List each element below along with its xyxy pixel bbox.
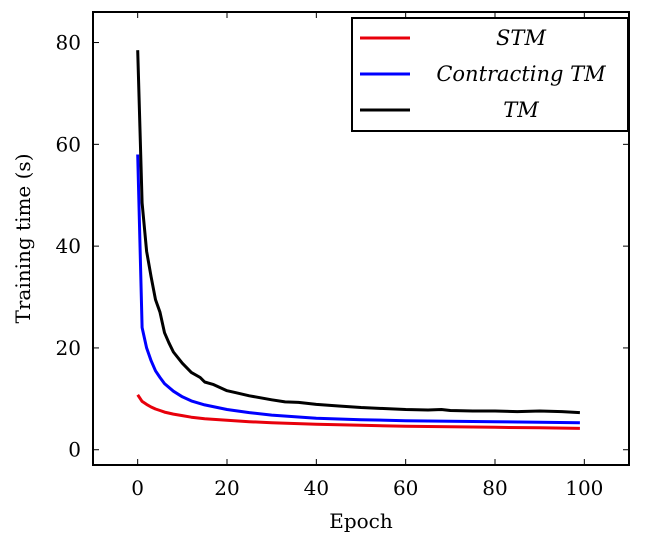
x-tick-label: 100: [565, 476, 603, 500]
x-tick-label: 0: [131, 476, 144, 500]
x-tick-label: 80: [482, 476, 507, 500]
legend-label: Contracting TM: [436, 62, 606, 86]
x-ticks: 0 20 40 60 80 100: [131, 12, 603, 500]
y-tick-label: 40: [56, 234, 81, 258]
series-line-tm: [136, 50, 580, 415]
y-tick-label: 80: [56, 31, 81, 55]
series-line-contracting-tm: [136, 154, 580, 425]
legend-label: TM: [503, 98, 539, 122]
legend: STM Contracting TM TM: [351, 17, 629, 132]
y-tick-label: 20: [56, 336, 81, 360]
y-tick-label: 0: [68, 438, 81, 462]
y-ticks: 0 20 40 60 80: [56, 31, 629, 462]
x-tick-label: 60: [393, 476, 418, 500]
plot-frame: [92, 11, 630, 466]
legend-label: STM: [496, 26, 546, 50]
y-tick-label: 60: [56, 132, 81, 156]
x-tick-label: 40: [304, 476, 329, 500]
y-axis-label: Training time (s): [11, 154, 35, 324]
series-line-stm: [136, 393, 580, 430]
x-tick-label: 20: [214, 476, 239, 500]
x-axis-label: Epoch: [329, 509, 393, 533]
series-lines: [136, 50, 580, 430]
